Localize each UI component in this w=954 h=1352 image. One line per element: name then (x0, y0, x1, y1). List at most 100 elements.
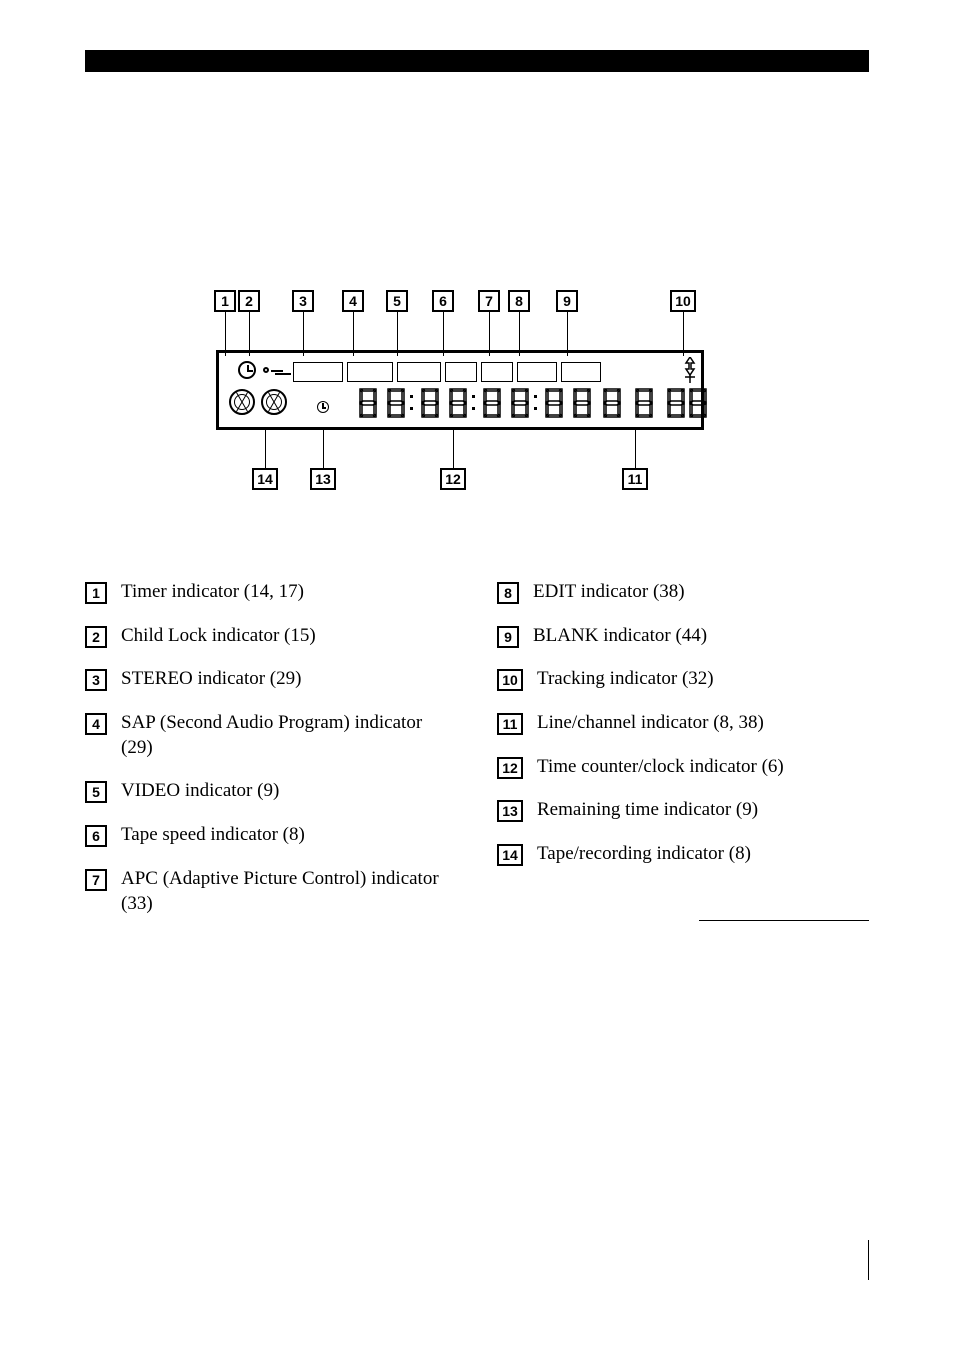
callout-box-10: 10 (670, 290, 696, 312)
seven-segment-digit (419, 387, 441, 419)
indicator-segment (561, 362, 601, 382)
indicator-segment (397, 362, 441, 382)
seven-segment-digit (665, 387, 687, 419)
legend-item-text: STEREO indicator (29) (121, 667, 457, 692)
legend-number-box: 12 (497, 757, 523, 779)
legend-number-box: 11 (497, 713, 523, 735)
legend-item: 3 STEREO indicator (29) (85, 667, 457, 692)
child-lock-key-icon (263, 367, 269, 373)
remaining-time-clock-icon (317, 401, 329, 413)
legend-number-box: 13 (497, 800, 523, 822)
legend-number-box: 7 (85, 869, 107, 891)
leader-line (323, 428, 324, 468)
legend-number-box: 9 (497, 626, 519, 648)
tape-reel-left-icon (229, 389, 255, 415)
digit-colon (472, 407, 475, 410)
panel-bottom-row (223, 387, 697, 421)
legend-item: 1 Timer indicator (14, 17) (85, 580, 457, 605)
legend-item-text: Time counter/clock indicator (6) (537, 755, 869, 780)
legend-item: 9 BLANK indicator (44) (497, 624, 869, 649)
callout-box-7: 7 (478, 290, 500, 312)
seven-segment-digit (357, 387, 379, 419)
legend-item: 12 Time counter/clock indicator (6) (497, 755, 869, 780)
indicator-segment (347, 362, 393, 382)
legend-number-box: 8 (497, 582, 519, 604)
seven-segment-digit (481, 387, 503, 419)
callout-box-1: 1 (214, 290, 236, 312)
indicator-segment (481, 362, 513, 382)
seven-segment-digit (509, 387, 531, 419)
legend-item-text: Child Lock indicator (15) (121, 624, 457, 649)
seven-segment-digit (543, 387, 565, 419)
leader-line (635, 428, 636, 468)
seven-segment-digit (385, 387, 407, 419)
legend-item-text: EDIT indicator (38) (533, 580, 869, 605)
callout-box-14: 14 (252, 468, 278, 490)
leader-line (265, 428, 266, 468)
indicator-legend: 1 Timer indicator (14, 17) 2 Child Lock ind… (85, 580, 869, 935)
callout-box-9: 9 (556, 290, 578, 312)
legend-item-text: Tape speed indicator (8) (121, 823, 457, 848)
digit-colon (410, 407, 413, 410)
legend-left-column: 1 Timer indicator (14, 17) 2 Child Lock ind… (85, 580, 457, 935)
legend-number-box: 10 (497, 669, 523, 691)
callout-box-11: 11 (622, 468, 648, 490)
legend-number-box: 1 (85, 582, 107, 604)
indicator-segment (517, 362, 557, 382)
callout-box-13: 13 (310, 468, 336, 490)
callout-box-2: 2 (238, 290, 260, 312)
legend-item: 2 Child Lock indicator (15) (85, 624, 457, 649)
legend-item: 7 APC (Adaptive Picture Control) indicato… (85, 867, 457, 916)
legend-item-text: Remaining time indicator (9) (537, 798, 869, 823)
digit-colon (472, 395, 475, 398)
legend-item-text: Tracking indicator (32) (537, 667, 869, 692)
legend-number-box: 2 (85, 626, 107, 648)
callout-box-5: 5 (386, 290, 408, 312)
legend-item: 11 Line/channel indicator (8, 38) (497, 711, 869, 736)
callout-box-12: 12 (440, 468, 466, 490)
legend-number-box: 4 (85, 713, 107, 735)
legend-item: 6 Tape speed indicator (8) (85, 823, 457, 848)
seven-segment-digit (447, 387, 469, 419)
legend-item-text: SAP (Second Audio Program) indicator (29… (121, 711, 457, 760)
seven-segment-digit (633, 387, 655, 419)
legend-number-box: 14 (497, 844, 523, 866)
digit-colon (410, 395, 413, 398)
tracking-arrow-icon (683, 357, 697, 388)
legend-item: 14 Tape/recording indicator (8) (497, 842, 869, 867)
legend-item-text: VIDEO indicator (9) (121, 779, 457, 804)
legend-item-text: Tape/recording indicator (8) (537, 842, 869, 867)
tape-reel-right-icon (261, 389, 287, 415)
legend-number-box: 3 (85, 669, 107, 691)
legend-item-text: APC (Adaptive Picture Control) indicator… (121, 867, 457, 916)
digit-colon (534, 395, 537, 398)
callout-box-4: 4 (342, 290, 364, 312)
legend-item-text: BLANK indicator (44) (533, 624, 869, 649)
legend-item: 10 Tracking indicator (32) (497, 667, 869, 692)
seven-segment-digit (687, 387, 709, 419)
page-edge-mark (868, 1240, 869, 1280)
callout-box-6: 6 (432, 290, 454, 312)
indicator-segment (293, 362, 343, 382)
legend-item-text: Timer indicator (14, 17) (121, 580, 457, 605)
legend-number-box: 6 (85, 825, 107, 847)
legend-item-text: Line/channel indicator (8, 38) (537, 711, 869, 736)
legend-item: 8 EDIT indicator (38) (497, 580, 869, 605)
vcr-display-panel (216, 350, 704, 430)
section-rule (699, 920, 869, 921)
seven-segment-digit (571, 387, 593, 419)
legend-item: 5 VIDEO indicator (9) (85, 779, 457, 804)
timer-icon (238, 361, 256, 379)
callout-box-3: 3 (292, 290, 314, 312)
leader-line (453, 428, 454, 468)
seven-segment-digit (601, 387, 623, 419)
indicator-segment (445, 362, 477, 382)
digit-colon (534, 407, 537, 410)
panel-top-row (223, 359, 697, 385)
legend-right-column: 8 EDIT indicator (38) 9 BLANK indicator (44… (497, 580, 869, 935)
callout-box-8: 8 (508, 290, 530, 312)
header-black-strip (85, 50, 869, 72)
legend-item: 4 SAP (Second Audio Program) indicator (2… (85, 711, 457, 760)
legend-number-box: 5 (85, 781, 107, 803)
legend-item: 13 Remaining time indicator (9) (497, 798, 869, 823)
